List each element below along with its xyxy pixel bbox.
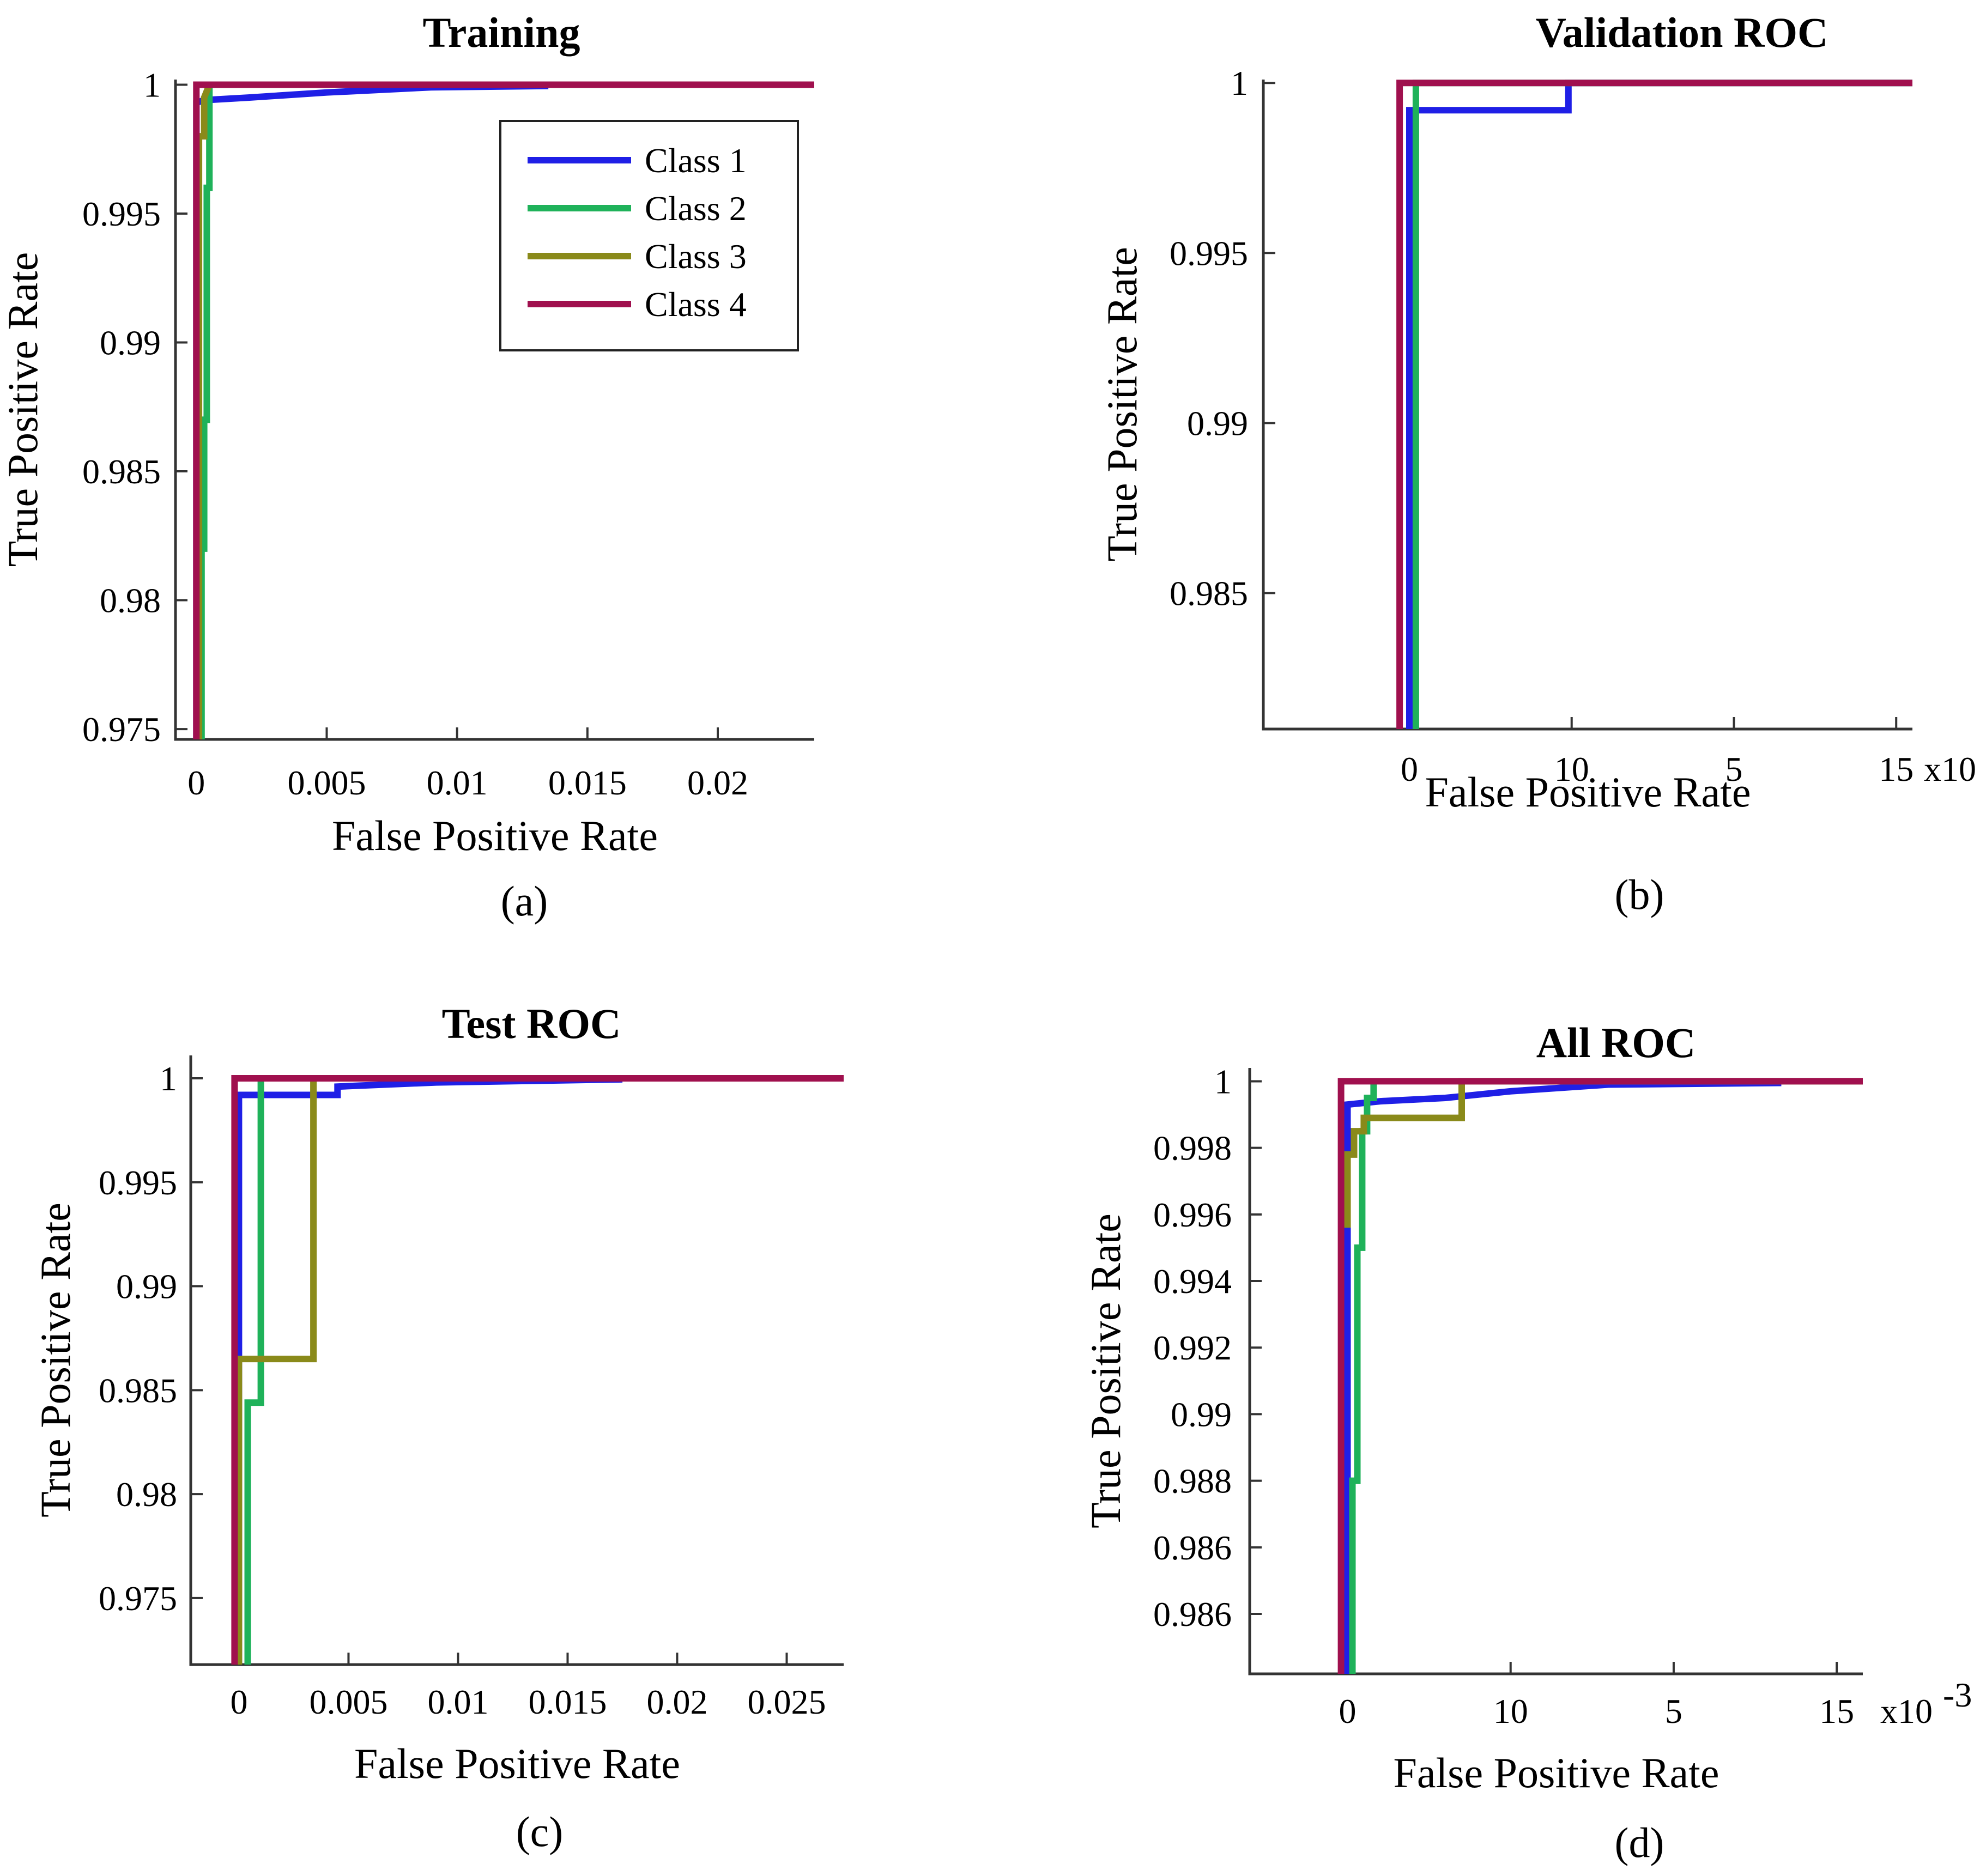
y-tick-label: 0.985 [1170, 574, 1248, 612]
y-tick-label: 0.99 [100, 324, 161, 362]
x-tick-label: 10 [1493, 1692, 1528, 1731]
y-tick-label: 0.994 [1153, 1262, 1232, 1301]
series-class-1 [193, 82, 549, 739]
panel-caption: (b) [1615, 871, 1664, 918]
y-tick-label: 0.995 [1170, 234, 1248, 272]
x-tick-label: 15 [1819, 1692, 1854, 1731]
x-axis-label: False Positive Rate [332, 812, 658, 859]
x-tick-label: 0.02 [646, 1683, 707, 1721]
x-axis-multiplier: x10 [1924, 750, 1976, 788]
series-class-4 [193, 81, 814, 739]
chart-panel-2: Validation ROC0105150.9850.990.9951x10-3… [1098, 9, 1976, 918]
series-class-4 [1396, 80, 1912, 729]
chart-title: Validation ROC [1536, 9, 1828, 56]
legend-box [499, 120, 799, 351]
x-axis-exponent: -3 [1943, 1675, 1972, 1714]
y-tick-label: 0.99 [116, 1267, 177, 1306]
series-class-2 [1412, 80, 1912, 729]
x-tick-label: 0.01 [427, 763, 488, 802]
y-tick-label: 0.99 [1171, 1395, 1232, 1434]
legend: Class 1 Class 2 Class 3 Class 4 [499, 120, 799, 351]
series-class-2 [1349, 1081, 1377, 1674]
x-tick-label: 5 [1725, 750, 1742, 788]
series-class-3 [235, 1075, 844, 1665]
chart-title: All ROC [1536, 1019, 1696, 1066]
y-tick-label: 0.985 [82, 452, 161, 491]
chart-panel-3: Test ROC 0 0.005 0.01 0.015 0.02 0.025 0.975 0.9… [32, 1000, 844, 1855]
x-tick-label: 0.005 [287, 763, 366, 802]
series-class-1 [235, 1076, 623, 1665]
panel-caption: (d) [1615, 1819, 1664, 1866]
chart-panel-4: All ROC 0 10 5 15 0.986 0.986 0.988 0.99 0.992 0.9… [1082, 1019, 1972, 1866]
y-tick-label: 0.985 [99, 1371, 177, 1410]
y-tick-label: 0.986 [1153, 1595, 1232, 1634]
y-tick-label: 0.995 [99, 1163, 177, 1202]
axes-frame [1262, 80, 1912, 731]
x-tick-label: 0.01 [427, 1683, 488, 1721]
x-tick-label: 0 [1401, 750, 1418, 788]
y-tick-label: 0.996 [1153, 1195, 1232, 1234]
x-tick-label: 0.02 [687, 763, 748, 802]
series-class-3 [1344, 1078, 1863, 1228]
x-tick-label: 5 [1665, 1692, 1682, 1731]
x-axis-label: False Positive Rate [354, 1740, 680, 1787]
y-tick-label: 0.995 [82, 195, 161, 233]
series-class-1 [1344, 1079, 1782, 1674]
chart-title: Test ROC [442, 1000, 621, 1047]
series-class-4 [1337, 1078, 1863, 1674]
legend-entry: Class 1 [645, 141, 747, 180]
y-tick-label: 0.99 [1187, 404, 1248, 442]
axes-frame [1248, 1068, 1863, 1675]
panel-caption: (a) [501, 877, 548, 925]
chart-title: Training [423, 9, 580, 56]
x-axis-multiplier: x10 [1880, 1692, 1933, 1731]
y-tick-label: 1 [1231, 64, 1248, 102]
x-tick-label: 15 [1879, 750, 1914, 788]
panel-caption: (c) [516, 1808, 564, 1855]
legend-entry: Class 2 [645, 189, 747, 228]
y-tick-label: 0.975 [82, 710, 161, 749]
series-class-2 [198, 84, 213, 739]
x-tick-label: 0.015 [528, 1683, 607, 1721]
y-tick-label: 0.998 [1153, 1129, 1232, 1168]
y-axis-label: True Positive Rate [1098, 247, 1146, 562]
series-class-1 [1406, 80, 1912, 729]
y-tick-label: 0.992 [1153, 1328, 1232, 1367]
y-axis-label: True Positive Rate [0, 252, 46, 567]
y-tick-label: 0.98 [116, 1475, 177, 1514]
x-tick-label: 10 [1554, 750, 1589, 788]
series-class-2 [244, 1078, 264, 1665]
legend-entry: Class 3 [645, 237, 747, 276]
y-tick-label: 1 [160, 1059, 177, 1098]
x-tick-label: 0.005 [309, 1683, 387, 1721]
x-tick-label: 0 [1339, 1692, 1357, 1731]
x-tick-label: 0.025 [747, 1683, 826, 1721]
axes-frame [174, 80, 814, 741]
y-tick-label: 0.988 [1153, 1462, 1232, 1501]
series-class-4 [231, 1075, 844, 1665]
y-tick-label: 1 [143, 65, 161, 104]
y-axis-label: True Positive Rate [1082, 1213, 1129, 1528]
x-axis-label: False Positive Rate [1425, 768, 1751, 816]
y-tick-label: 0.98 [100, 581, 161, 620]
axes-frame [189, 1055, 844, 1666]
chart-panel-1: Training 0 0.005 0.01 0.015 0.02 0.975 0.98 0.98… [0, 9, 814, 925]
x-tick-label: 0 [187, 763, 205, 802]
y-tick-label: 0.986 [1153, 1528, 1232, 1567]
x-axis-label: False Positive Rate [1394, 1749, 1719, 1796]
legend-entry: Class 4 [645, 285, 747, 324]
y-tick-label: 0.975 [99, 1579, 177, 1618]
y-axis-label: True Positive Rate [32, 1203, 79, 1517]
x-tick-label: 0.015 [548, 763, 627, 802]
x-tick-label: 0 [230, 1683, 247, 1721]
y-tick-label: 1 [1214, 1062, 1232, 1101]
